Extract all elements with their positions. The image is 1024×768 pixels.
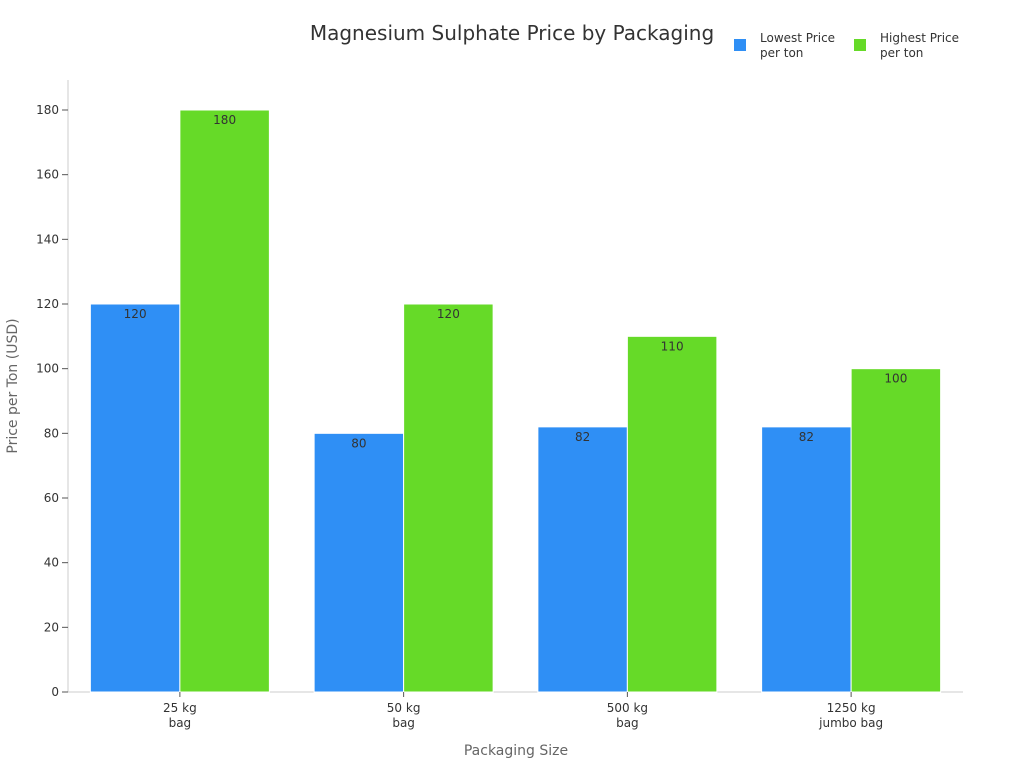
y-tick-label: 160 — [36, 168, 59, 182]
x-tick-label: 500 kg bag — [607, 701, 648, 730]
x-tick-label-line: 25 kg — [163, 701, 197, 715]
legend-swatch-highest — [854, 39, 866, 51]
bar-highest-price — [626, 335, 718, 693]
y-tick-label: 0 — [51, 685, 59, 699]
x-axis-title: Packaging Size — [464, 743, 568, 759]
x-tick-label: 25 kg bag — [163, 701, 197, 730]
x-tick-label: 50 kg bag — [387, 701, 421, 730]
legend-swatch-lowest — [734, 39, 746, 51]
bar-lowest-price — [537, 426, 628, 693]
bar-highest-price — [403, 303, 494, 693]
x-tick-label-line: bag — [616, 716, 639, 730]
bar-lowest-price — [89, 303, 181, 693]
bars: 120 180 80 120 82 110 82 100 — [89, 109, 942, 693]
legend-label-highest-line2: per ton — [880, 46, 923, 60]
data-label-lowest: 80 — [351, 436, 366, 450]
x-tick-label-line: 1250 kg — [827, 701, 876, 715]
bar-lowest-price — [313, 432, 405, 693]
y-axis-title: Price per Ton (USD) — [5, 318, 21, 453]
legend-label-highest-line1: Highest Price — [880, 31, 959, 45]
legend-label-highest: Highest Price per ton — [880, 31, 963, 60]
data-label-highest: 110 — [661, 339, 684, 353]
data-label-highest: 100 — [884, 372, 907, 386]
bar-highest-price — [179, 109, 270, 693]
legend: Lowest Price per ton Highest Price per t… — [734, 31, 963, 60]
data-label-highest: 120 — [437, 307, 460, 321]
legend-label-lowest-line1: Lowest Price — [760, 31, 835, 45]
bar-lowest-price — [761, 426, 852, 693]
x-tick-label: 1250 kg jumbo bag — [818, 701, 883, 730]
legend-label-lowest-line2: per ton — [760, 46, 803, 60]
y-tick-label: 40 — [44, 556, 59, 570]
y-tick-label: 180 — [36, 103, 59, 117]
bar-highest-price — [850, 368, 942, 693]
legend-label-lowest: Lowest Price per ton — [760, 31, 839, 60]
y-tick-label: 140 — [36, 232, 59, 246]
data-label-highest: 180 — [213, 113, 236, 127]
data-label-lowest: 82 — [575, 430, 590, 444]
data-label-lowest: 82 — [799, 430, 814, 444]
x-tick-label-line: bag — [169, 716, 192, 730]
x-tick-label-line: 500 kg — [607, 701, 648, 715]
x-tick-label-line: jumbo bag — [818, 716, 883, 730]
y-ticks: 0 20 40 60 80 100 120 140 160 180 — [36, 103, 68, 699]
y-tick-label: 120 — [36, 297, 59, 311]
y-tick-label: 20 — [44, 620, 59, 634]
data-label-lowest: 120 — [124, 307, 147, 321]
y-tick-label: 60 — [44, 491, 59, 505]
x-tick-label-line: bag — [392, 716, 415, 730]
y-tick-label: 100 — [36, 362, 59, 376]
chart-title: Magnesium Sulphate Price by Packaging — [310, 21, 714, 45]
x-tick-label-line: 50 kg — [387, 701, 421, 715]
y-tick-label: 80 — [44, 426, 59, 440]
